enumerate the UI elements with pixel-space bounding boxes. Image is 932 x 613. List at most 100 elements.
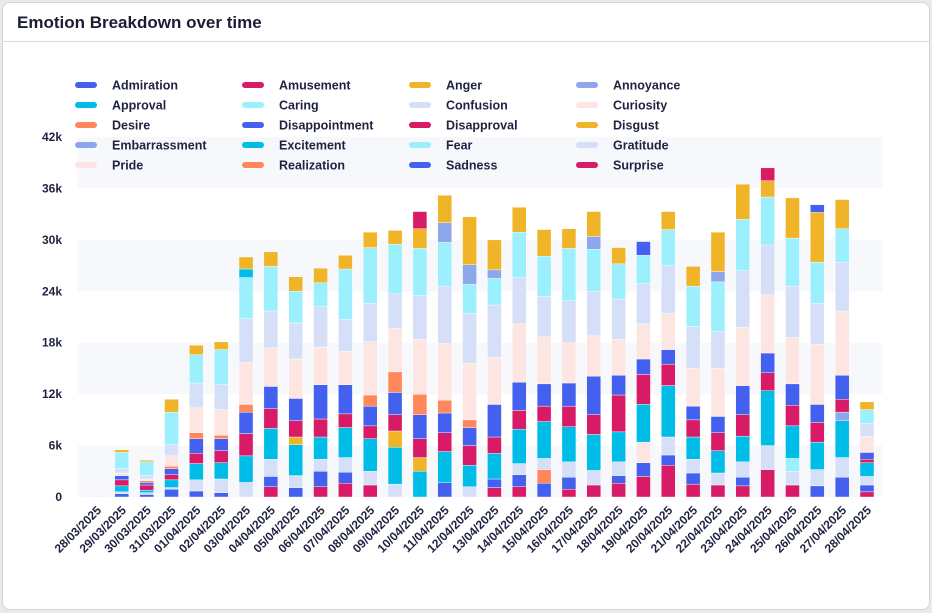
bar-segment-caring[interactable]: [834, 228, 850, 263]
bar-segment-annoyance[interactable]: [710, 271, 726, 283]
bar-segment-confusion[interactable]: [139, 492, 154, 495]
bar-segment-confusion[interactable]: [685, 459, 701, 474]
bar-segment-caring[interactable]: [114, 452, 130, 469]
bar-segment-confusion[interactable]: [512, 463, 527, 475]
bar-segment-gratitude[interactable]: [263, 310, 279, 349]
bar-segment-confusion[interactable]: [338, 457, 353, 473]
bar-segment-disappointment[interactable]: [139, 482, 154, 486]
bar-segment-amusement[interactable]: [363, 484, 378, 498]
bar-segment-gratitude[interactable]: [139, 475, 154, 480]
bar-segment-disapproval[interactable]: [710, 432, 726, 451]
bar-segment-anger[interactable]: [834, 199, 850, 229]
bar-segment-disapproval[interactable]: [685, 419, 701, 438]
bar-segment-curiosity[interactable]: [412, 339, 428, 395]
bar-segment-admiration[interactable]: [487, 478, 502, 488]
bar-segment-confusion[interactable]: [263, 459, 279, 477]
bar-segment-anger[interactable]: [213, 341, 229, 350]
bar-segment-anger[interactable]: [561, 228, 577, 249]
bar-segment-disapproval[interactable]: [586, 414, 601, 435]
bar-segment-approval[interactable]: [611, 431, 626, 463]
bar-segment-confusion[interactable]: [710, 472, 726, 486]
legend-label-amusement[interactable]: Amusement: [279, 79, 351, 93]
bar-segment-approval[interactable]: [387, 447, 403, 485]
bar-segment-anger[interactable]: [859, 401, 875, 410]
bar-segment-confusion[interactable]: [387, 483, 403, 498]
bar-segment-admiration[interactable]: [164, 489, 179, 498]
bar-segment-annoyance[interactable]: [437, 222, 452, 243]
bar-segment-gratitude[interactable]: [611, 298, 626, 340]
bar-segment-amusement[interactable]: [139, 484, 154, 491]
bar-segment-curiosity[interactable]: [810, 344, 825, 405]
bar-segment-caring[interactable]: [487, 278, 502, 306]
bar-segment-gratitude[interactable]: [164, 444, 179, 457]
bar-segment-caring[interactable]: [735, 219, 751, 271]
bar-segment-disapproval[interactable]: [760, 372, 775, 391]
legend-label-anger[interactable]: Anger: [446, 79, 482, 93]
bar-segment-disapproval[interactable]: [636, 374, 651, 405]
bar-segment-approval[interactable]: [363, 438, 378, 472]
bar-segment-approval[interactable]: [263, 428, 279, 460]
bar-segment-caring[interactable]: [189, 354, 204, 384]
bar-segment-anger[interactable]: [189, 345, 204, 355]
legend-swatch-disgust[interactable]: [576, 122, 598, 128]
bar-segment-approval[interactable]: [859, 462, 875, 477]
bar-segment-amusement[interactable]: [487, 487, 502, 498]
bar-segment-admiration[interactable]: [834, 477, 850, 498]
bar-segment-admiration[interactable]: [462, 427, 477, 446]
bar-segment-amusement[interactable]: [859, 491, 875, 498]
bar-segment-caring[interactable]: [164, 411, 179, 445]
bar-segment-disgust[interactable]: [387, 230, 403, 245]
bar-segment-approval[interactable]: [661, 385, 676, 438]
bar-segment-approval[interactable]: [437, 451, 452, 483]
bar-segment-disapproval[interactable]: [263, 408, 279, 429]
bar-segment-amusement[interactable]: [263, 486, 279, 498]
bar-segment-gratitude[interactable]: [213, 384, 229, 410]
bar-segment-confusion[interactable]: [487, 304, 502, 358]
bar-segment-approval[interactable]: [536, 421, 552, 459]
bar-segment-admiration[interactable]: [561, 477, 577, 490]
bar-segment-gratitude[interactable]: [859, 423, 875, 437]
bar-segment-anger[interactable]: [338, 255, 353, 270]
bar-segment-admiration[interactable]: [760, 352, 775, 373]
bar-segment-amusement[interactable]: [164, 474, 179, 481]
bar-segment-gratitude[interactable]: [238, 318, 254, 363]
bar-segment-confusion[interactable]: [164, 487, 179, 490]
bar-segment-desire[interactable]: [412, 393, 428, 415]
bar-segment-approval[interactable]: [139, 489, 154, 493]
bar-segment-approval[interactable]: [810, 441, 825, 470]
bar-segment-curiosity[interactable]: [387, 327, 403, 373]
bar-segment-amusement[interactable]: [189, 453, 204, 464]
bar-segment-disapproval[interactable]: [313, 418, 328, 438]
bar-segment-disappointment[interactable]: [735, 385, 751, 415]
bar-segment-caring[interactable]: [611, 263, 626, 300]
bar-segment-caring[interactable]: [760, 196, 775, 246]
bar-segment-approval[interactable]: [313, 436, 328, 460]
bar-segment-desire[interactable]: [462, 419, 477, 428]
bar-segment-anger[interactable]: [785, 197, 800, 239]
bar-segment-curiosity[interactable]: [139, 478, 154, 481]
bar-segment-anger[interactable]: [462, 216, 477, 265]
bar-segment-curiosity[interactable]: [685, 368, 701, 407]
bar-segment-anger[interactable]: [685, 266, 701, 287]
bar-segment-approval[interactable]: [189, 463, 204, 481]
bar-segment-amusement[interactable]: [437, 432, 452, 452]
bar-segment-disappointment[interactable]: [114, 475, 130, 481]
bar-segment-confusion[interactable]: [189, 479, 204, 492]
bar-segment-disgust[interactable]: [288, 276, 303, 292]
bar-segment-admiration[interactable]: [139, 494, 154, 498]
legend-swatch-amusement[interactable]: [242, 82, 264, 88]
bar-segment-approval[interactable]: [164, 479, 179, 488]
bar-segment-confusion[interactable]: [437, 285, 452, 344]
legend-label-fear[interactable]: Fear: [446, 139, 473, 153]
bar-segment-confusion[interactable]: [89, 495, 105, 498]
legend-swatch-embarrassment[interactable]: [75, 142, 97, 148]
bar-segment-disapproval[interactable]: [785, 405, 800, 427]
bar-segment-gratitude[interactable]: [114, 468, 130, 474]
bar-segment-admiration[interactable]: [288, 487, 303, 498]
bar-segment-caring[interactable]: [213, 349, 229, 385]
bar-segment-approval[interactable]: [685, 436, 701, 460]
bar-segment-admiration[interactable]: [785, 383, 800, 406]
legend-swatch-anger[interactable]: [409, 82, 431, 88]
bar-segment-anger[interactable]: [313, 267, 328, 283]
bar-segment-disappointment[interactable]: [685, 405, 701, 421]
